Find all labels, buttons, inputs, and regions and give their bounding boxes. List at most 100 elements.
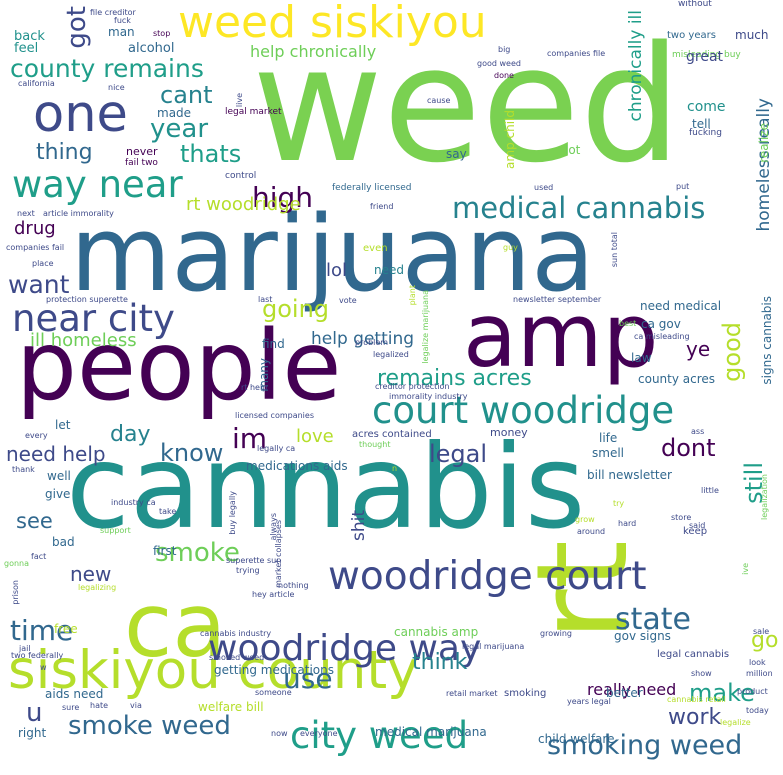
word: thought	[359, 440, 391, 449]
word: keep	[683, 526, 708, 537]
word: thats	[180, 140, 242, 168]
word: woodridge way	[208, 628, 482, 669]
word: nice	[108, 83, 125, 92]
word: year	[150, 114, 209, 144]
word: aids need	[45, 687, 104, 701]
word: give	[45, 487, 71, 501]
word: alcohol	[128, 41, 175, 56]
word: california	[18, 79, 55, 88]
word: legalize marijuana	[421, 290, 430, 364]
word: hard	[618, 519, 637, 528]
word: help getting	[311, 329, 415, 349]
word: medications aids	[246, 459, 348, 473]
word: made	[157, 106, 192, 120]
word: new	[70, 562, 112, 586]
word: buy legally	[228, 491, 237, 535]
word: million	[746, 669, 773, 678]
word: jail	[19, 644, 31, 653]
word: im	[232, 422, 268, 455]
word: smoke	[155, 538, 240, 568]
word: used	[534, 183, 554, 192]
word: ca misleading	[634, 332, 690, 341]
word: county remains	[10, 54, 204, 83]
word: come	[687, 99, 726, 115]
word: control	[225, 171, 257, 181]
word: smoked weed	[209, 653, 265, 662]
word: shit	[349, 510, 369, 542]
word: grow	[575, 515, 595, 524]
word: make	[689, 679, 755, 707]
word: need help	[6, 442, 106, 466]
word: place	[32, 259, 54, 268]
word: last	[258, 295, 273, 304]
word: free	[54, 622, 78, 636]
word: homeless really	[754, 98, 774, 232]
word: see	[16, 509, 53, 533]
word: now	[271, 729, 288, 738]
word: every	[25, 431, 48, 440]
word: immorality industry	[389, 392, 468, 401]
word: store	[671, 513, 692, 522]
word: growing	[540, 629, 572, 638]
word: good	[718, 322, 746, 382]
word: take	[159, 507, 177, 516]
word: legal	[429, 440, 488, 468]
word: legal cannabis	[657, 649, 730, 660]
word: thank	[12, 465, 35, 474]
word: legalization	[760, 474, 769, 520]
word: acres contained	[352, 429, 432, 440]
word: nothing	[278, 581, 309, 590]
word: rt woodridge	[186, 194, 301, 215]
word: article immorality	[43, 209, 114, 218]
word: even	[363, 243, 388, 254]
word: u	[26, 698, 43, 728]
word: city weed	[290, 714, 469, 757]
word: better	[606, 686, 643, 700]
word: show	[691, 669, 712, 678]
word: woodridge court	[328, 554, 647, 599]
word: companies file	[547, 49, 606, 58]
word: one	[33, 85, 128, 144]
word: n	[392, 464, 398, 473]
word: federally licensed	[332, 183, 412, 193]
word: support	[100, 526, 131, 535]
word: smoke weed	[68, 711, 231, 741]
word: gonna	[4, 559, 30, 568]
word: getting medications	[214, 663, 334, 677]
word: legally ca	[257, 444, 296, 453]
word: big	[498, 45, 511, 54]
word: gov signs	[614, 629, 671, 643]
word: money	[490, 426, 528, 439]
word: work	[668, 705, 722, 730]
word: fact	[31, 552, 47, 561]
word: county acres	[638, 372, 716, 386]
word: going	[262, 295, 330, 323]
word: look	[749, 658, 766, 667]
word: around	[577, 527, 606, 536]
word: misleading buy	[672, 50, 741, 60]
word: signs cannabis	[760, 296, 774, 385]
word: two years	[667, 30, 716, 41]
word: smoking weed	[547, 730, 743, 761]
word: file creditor	[90, 8, 136, 17]
word: right	[18, 726, 47, 740]
word: cannabis	[66, 420, 586, 555]
word: vote	[339, 296, 357, 305]
word: next	[17, 209, 35, 218]
word: tell	[692, 117, 711, 131]
word: sun total	[610, 232, 619, 268]
word: people	[16, 310, 342, 422]
word: state	[615, 602, 691, 637]
word: life	[599, 431, 618, 445]
word: bill newsletter	[587, 468, 672, 482]
word: ive	[741, 563, 750, 575]
word: sale	[753, 627, 770, 636]
word: weed	[252, 11, 682, 198]
word: everyone	[300, 729, 338, 738]
word: lol	[326, 260, 348, 281]
word: cant	[160, 81, 213, 109]
word: think	[412, 650, 468, 675]
word: live	[235, 93, 244, 108]
word: great	[686, 49, 724, 65]
word: fail two	[125, 158, 158, 168]
